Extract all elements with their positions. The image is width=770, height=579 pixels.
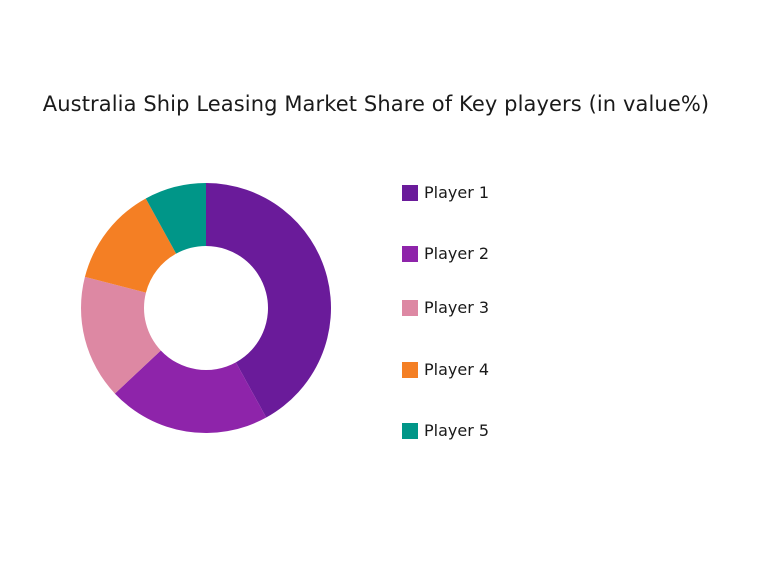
legend-swatch-icon — [402, 299, 418, 316]
legend-label: Player 4 — [424, 360, 490, 379]
chart-title: Australia Ship Leasing Market Share of K… — [42, 92, 710, 116]
legend-item-player-4: Player 4 — [402, 360, 489, 379]
legend-item-player-2: Player 2 — [402, 244, 489, 263]
legend-label: Player 5 — [424, 421, 490, 440]
legend-swatch-icon — [402, 361, 418, 378]
legend-label: Player 2 — [424, 244, 490, 263]
legend-label: Player 3 — [424, 298, 490, 317]
donut-chart — [81, 183, 331, 433]
legend-swatch-icon — [402, 184, 418, 201]
legend-swatch-icon — [402, 422, 418, 439]
legend-swatch-icon — [402, 245, 418, 262]
donut-slice-player-5 — [145, 183, 206, 254]
legend-label: Player 1 — [424, 183, 490, 202]
legend-item-player-1: Player 1 — [402, 183, 489, 202]
legend-item-player-5: Player 5 — [402, 421, 489, 440]
legend-item-player-3: Player 3 — [402, 298, 489, 317]
donut-slice-player-2 — [114, 350, 267, 433]
donut-slice-player-4 — [84, 198, 177, 293]
donut-slice-player-1 — [206, 183, 331, 418]
donut-slice-player-3 — [81, 276, 161, 394]
